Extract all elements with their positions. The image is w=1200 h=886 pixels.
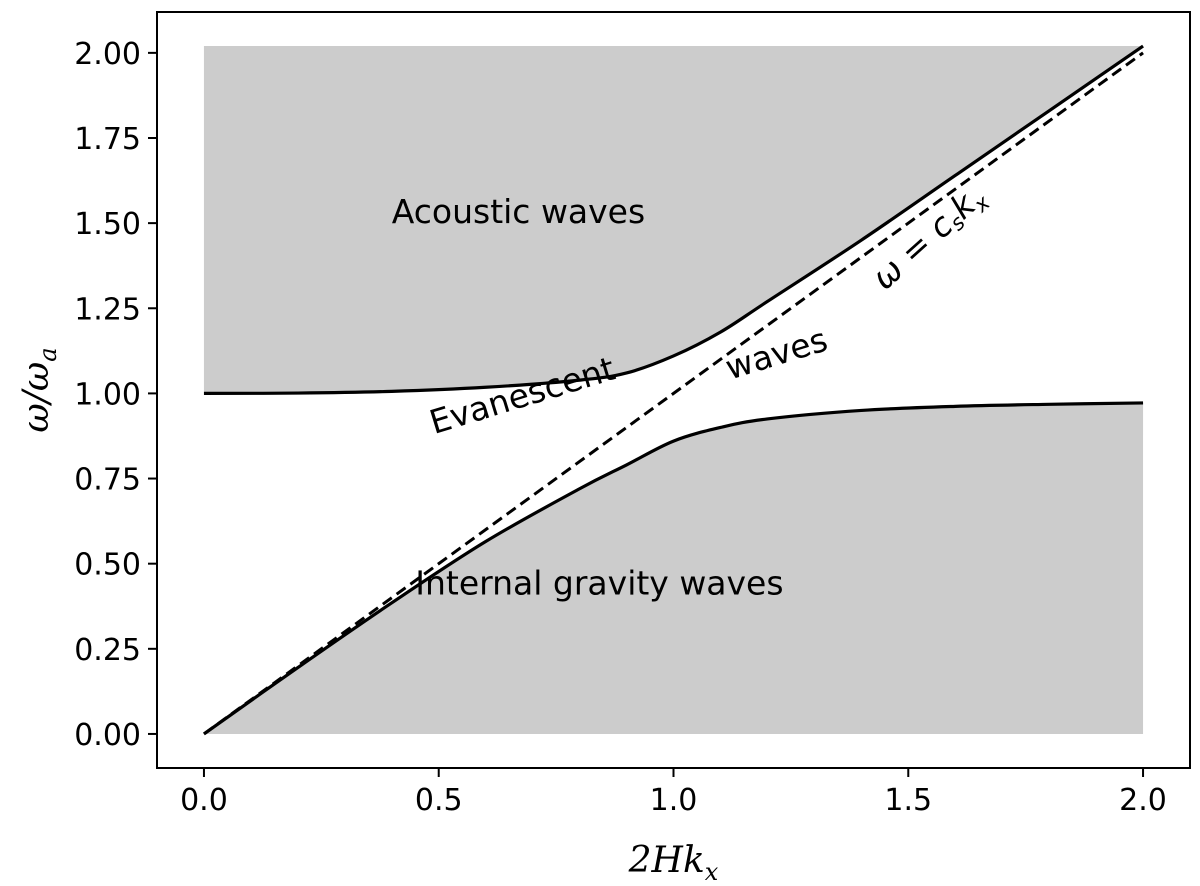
y-tick-label: 1.25 [74,292,141,327]
x-tick-label: 0.0 [180,783,228,818]
x-tick-label: 1.0 [650,783,698,818]
lower-branch-line [203,401,1144,736]
y-tick-label: 1.50 [74,207,141,242]
y-tick-label: 1.00 [74,377,141,412]
y-tick-label: 1.75 [74,122,141,157]
x-tick-label: 0.5 [415,783,463,818]
waves-label: waves [721,320,832,388]
upper-branch-line [203,44,1144,396]
y-tick-label: 0.50 [74,548,141,583]
axes: 0.0 0.5 1.0 1.5 2.0 0.00 0.25 0.50 0.75 1.00 1.25 1… [74,11,1191,818]
y-tick-label: 0.00 [74,718,141,753]
y-tick-label: 0.75 [74,463,141,498]
y-tick-label: 2.00 [74,37,141,72]
y-tick-label: 0.25 [74,633,141,668]
x-axis-label: 2Hkx [628,840,719,886]
curves [203,44,1144,736]
sound-speed-dashed-line [203,51,1144,736]
shaded-regions [203,46,1144,734]
internal-gravity-waves-label: Internal gravity waves [415,563,783,602]
acoustic-region [203,46,1144,394]
acoustic-waves-label: Acoustic waves [392,192,645,231]
y-axis-label: ω/ωa [16,347,62,432]
x-tick-label: 1.5 [884,783,932,818]
x-tick-label: 2.0 [1119,783,1167,818]
gravity-region [203,402,1144,734]
